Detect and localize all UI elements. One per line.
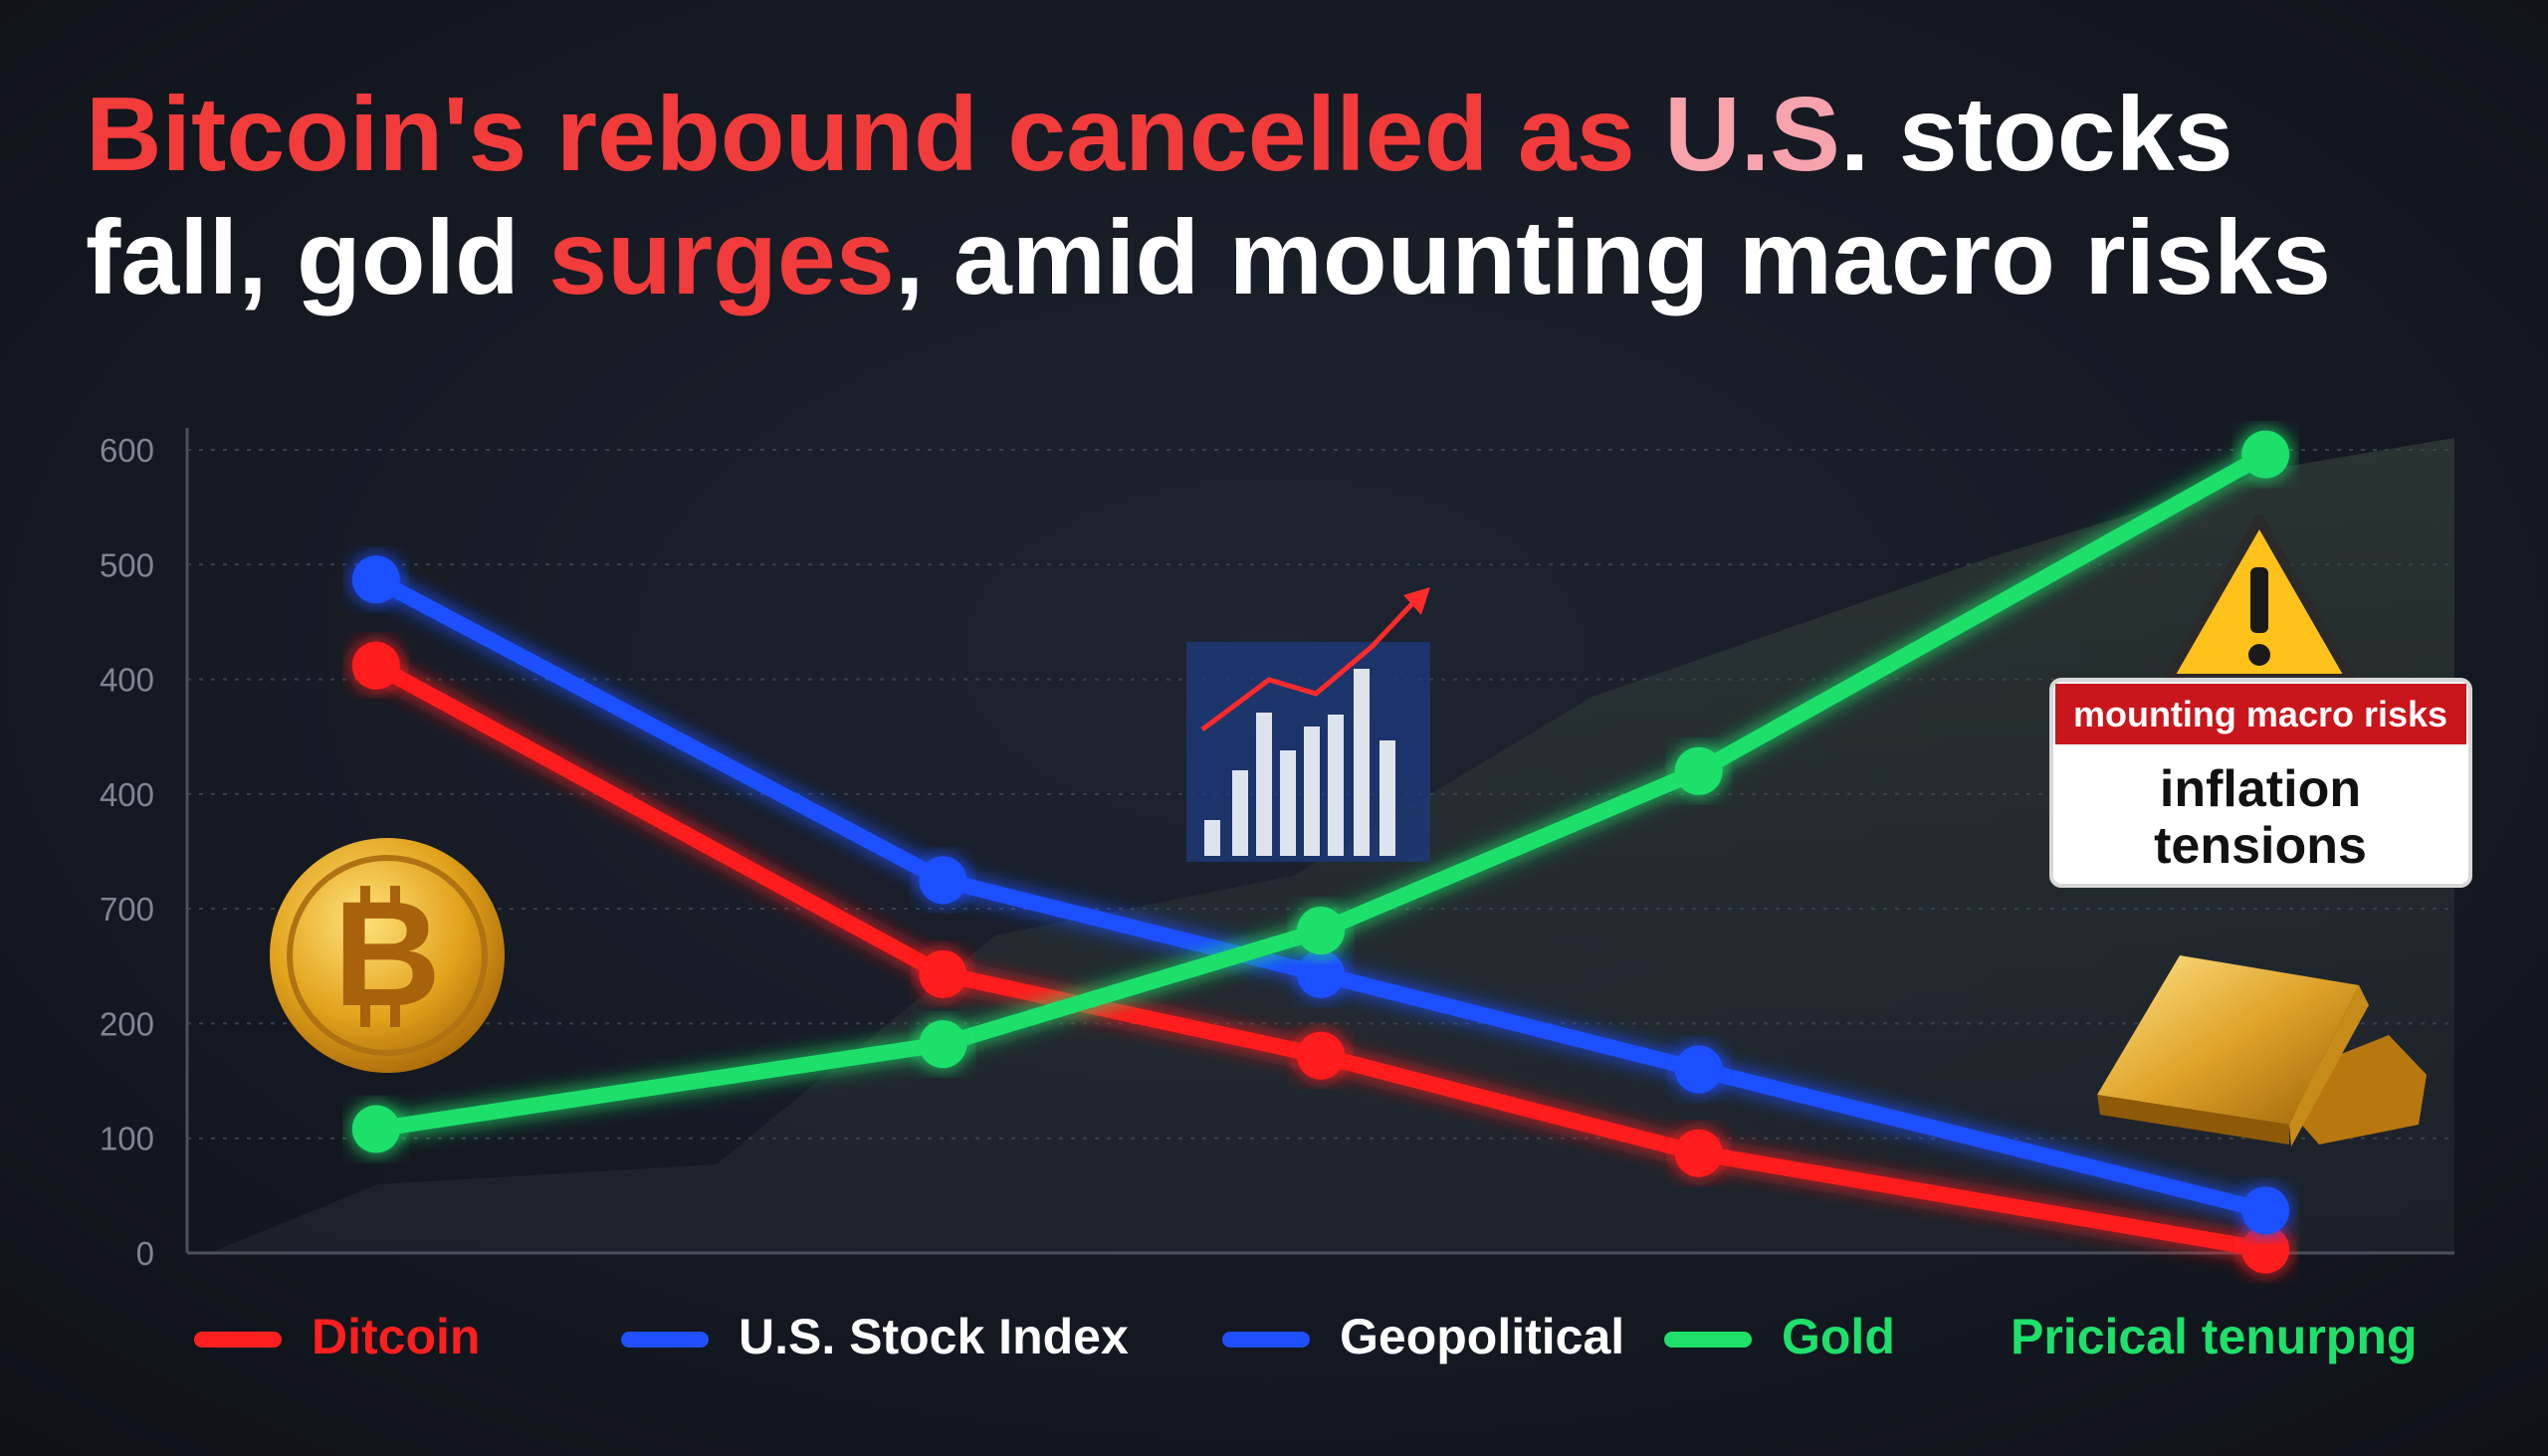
title-segment: . stocks xyxy=(1840,76,2233,193)
legend-note: Pricical tenurpng xyxy=(2011,1309,2417,1364)
title-line: fall, gold surges, amid mounting macro r… xyxy=(86,199,2331,316)
title-line: Bitcoin's rebound cancelled as U.S. stoc… xyxy=(86,76,2233,193)
title-segment: , amid mounting macro risks xyxy=(895,199,2331,316)
data-point xyxy=(2241,1186,2290,1235)
data-point xyxy=(2241,430,2290,479)
gold-bar-icon xyxy=(2097,955,2427,1146)
data-point xyxy=(1674,1129,1723,1177)
plot: 0 100 200 700 400 400 500 600 xyxy=(100,428,2454,1274)
data-point xyxy=(1297,1031,1345,1080)
legend-label: Gold xyxy=(1782,1309,1895,1364)
title-segment: surges xyxy=(548,199,895,316)
y-tick-label: 400 xyxy=(100,662,154,699)
bitcoin-icon: B xyxy=(270,838,505,1073)
risk-box-line: inflation xyxy=(2160,760,2361,818)
data-point xyxy=(919,856,967,905)
y-tick-label: 100 xyxy=(100,1121,154,1157)
y-tick-label: 700 xyxy=(100,891,154,928)
risk-box-line: tensions xyxy=(2154,817,2367,875)
risk-box-header: mounting macro risks xyxy=(2073,694,2447,734)
title-segment: U.S xyxy=(1664,76,1840,193)
y-tick-label: 200 xyxy=(100,1005,154,1042)
title-segment: fall, gold xyxy=(86,199,548,316)
legend-label: Ditcoin xyxy=(312,1309,480,1364)
legend: Ditcoin U.S. Stock Index Geopolitical Gold P… xyxy=(194,1309,2417,1364)
legend-label: U.S. Stock Index xyxy=(739,1309,1129,1364)
background-area xyxy=(209,438,2454,1253)
y-tick-label: 500 xyxy=(100,546,154,583)
data-point xyxy=(1674,746,1723,795)
data-point xyxy=(1297,907,1345,955)
y-tick-label: 0 xyxy=(136,1235,154,1272)
title: Bitcoin's rebound cancelled as U.S. stoc… xyxy=(86,76,2331,316)
data-point xyxy=(919,1020,967,1069)
y-tick-label: 600 xyxy=(100,432,154,469)
risk-box: mounting macro risks inflation tensions xyxy=(2049,678,2472,888)
svg-text:B: B xyxy=(333,870,441,1037)
data-point xyxy=(2241,1225,2290,1274)
title-segment: Bitcoin's rebound cancelled as xyxy=(86,76,1664,193)
y-tick-label: 400 xyxy=(100,776,154,813)
data-point xyxy=(351,555,400,604)
mini-chart-icon xyxy=(1186,587,1430,862)
data-point xyxy=(1297,949,1345,998)
data-point xyxy=(351,1105,400,1153)
data-point xyxy=(351,641,400,690)
data-point xyxy=(1674,1045,1723,1094)
data-point xyxy=(919,949,967,998)
legend-label: Geopolitical xyxy=(1340,1309,1624,1364)
